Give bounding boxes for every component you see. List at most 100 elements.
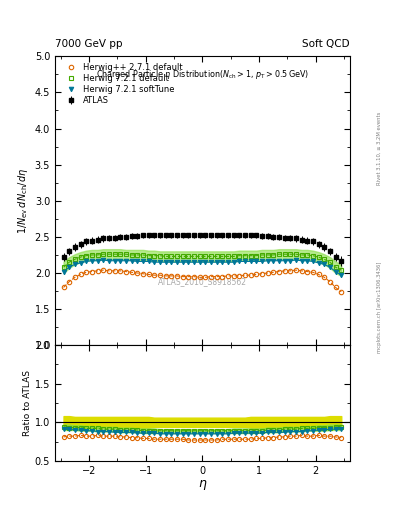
Herwig 7.2.1 softTune bbox=[112, 258, 117, 264]
Herwig++ 2.7.1 default bbox=[203, 274, 208, 281]
Herwig 7.2.1 default bbox=[135, 252, 140, 258]
Herwig 7.2.1 softTune bbox=[163, 259, 168, 265]
Herwig 7.2.1 default bbox=[197, 253, 202, 260]
Herwig++ 2.7.1 default bbox=[112, 268, 117, 274]
Herwig 7.2.1 softTune bbox=[220, 259, 224, 265]
Herwig 7.2.1 softTune bbox=[61, 268, 66, 274]
Herwig++ 2.7.1 default bbox=[310, 269, 315, 275]
Text: mcplots.cern.ch [arXiv:1306.3436]: mcplots.cern.ch [arXiv:1306.3436] bbox=[377, 262, 382, 353]
Herwig 7.2.1 default bbox=[305, 252, 310, 258]
Line: Herwig 7.2.1 default: Herwig 7.2.1 default bbox=[61, 252, 343, 272]
Herwig 7.2.1 softTune bbox=[288, 258, 293, 264]
Herwig++ 2.7.1 default bbox=[248, 272, 253, 278]
Herwig++ 2.7.1 default bbox=[197, 274, 202, 281]
Herwig 7.2.1 softTune bbox=[197, 259, 202, 265]
Herwig 7.2.1 softTune bbox=[294, 257, 298, 263]
Herwig++ 2.7.1 default bbox=[129, 269, 134, 275]
Herwig 7.2.1 softTune bbox=[254, 259, 259, 265]
Legend: Herwig++ 2.7.1 default, Herwig 7.2.1 default, Herwig 7.2.1 softTune, ATLAS: Herwig++ 2.7.1 default, Herwig 7.2.1 def… bbox=[59, 60, 185, 108]
Herwig++ 2.7.1 default bbox=[158, 272, 162, 278]
Herwig 7.2.1 default bbox=[107, 251, 111, 258]
Herwig++ 2.7.1 default bbox=[78, 271, 83, 278]
Line: Herwig 7.2.1 softTune: Herwig 7.2.1 softTune bbox=[61, 258, 343, 278]
Herwig 7.2.1 default bbox=[203, 253, 208, 260]
Herwig++ 2.7.1 default bbox=[107, 268, 111, 274]
Herwig 7.2.1 default bbox=[339, 267, 343, 273]
Herwig 7.2.1 default bbox=[248, 252, 253, 259]
Herwig 7.2.1 softTune bbox=[322, 261, 327, 267]
Herwig 7.2.1 default bbox=[265, 252, 270, 258]
Herwig 7.2.1 default bbox=[118, 251, 123, 258]
Herwig++ 2.7.1 default bbox=[169, 273, 174, 279]
Herwig++ 2.7.1 default bbox=[231, 273, 236, 279]
Herwig 7.2.1 softTune bbox=[101, 257, 106, 263]
Herwig 7.2.1 default bbox=[242, 252, 247, 259]
Herwig++ 2.7.1 default bbox=[282, 268, 287, 274]
Herwig 7.2.1 default bbox=[61, 264, 66, 270]
Herwig 7.2.1 default bbox=[123, 251, 128, 258]
Herwig++ 2.7.1 default bbox=[101, 267, 106, 273]
Herwig 7.2.1 softTune bbox=[169, 259, 174, 265]
Herwig 7.2.1 default bbox=[72, 256, 77, 262]
Herwig++ 2.7.1 default bbox=[118, 268, 123, 274]
Herwig 7.2.1 softTune bbox=[141, 259, 145, 265]
Herwig 7.2.1 default bbox=[299, 252, 304, 258]
Herwig++ 2.7.1 default bbox=[186, 273, 191, 280]
Herwig 7.2.1 softTune bbox=[248, 259, 253, 265]
Herwig++ 2.7.1 default bbox=[254, 271, 259, 278]
Herwig 7.2.1 softTune bbox=[95, 258, 100, 264]
Herwig 7.2.1 default bbox=[328, 259, 332, 265]
Herwig 7.2.1 softTune bbox=[135, 259, 140, 265]
Herwig 7.2.1 default bbox=[163, 253, 168, 260]
Herwig 7.2.1 default bbox=[294, 251, 298, 258]
Herwig++ 2.7.1 default bbox=[67, 279, 72, 285]
Herwig 7.2.1 default bbox=[174, 253, 179, 260]
Herwig 7.2.1 default bbox=[90, 252, 94, 258]
Herwig 7.2.1 softTune bbox=[265, 258, 270, 264]
Herwig++ 2.7.1 default bbox=[209, 273, 213, 280]
Herwig 7.2.1 default bbox=[254, 252, 259, 259]
Text: ATLAS_2010_S8918562: ATLAS_2010_S8918562 bbox=[158, 277, 247, 286]
Herwig 7.2.1 default bbox=[231, 253, 236, 260]
Herwig 7.2.1 softTune bbox=[129, 258, 134, 264]
Herwig++ 2.7.1 default bbox=[259, 271, 264, 277]
Herwig 7.2.1 default bbox=[316, 254, 321, 260]
Herwig 7.2.1 softTune bbox=[180, 259, 185, 265]
Herwig 7.2.1 default bbox=[282, 251, 287, 258]
Herwig 7.2.1 softTune bbox=[90, 258, 94, 264]
Herwig 7.2.1 default bbox=[67, 259, 72, 265]
Herwig 7.2.1 softTune bbox=[259, 259, 264, 265]
Herwig 7.2.1 default bbox=[237, 252, 242, 259]
Herwig 7.2.1 softTune bbox=[174, 259, 179, 265]
Herwig 7.2.1 softTune bbox=[67, 264, 72, 270]
Herwig 7.2.1 default bbox=[84, 252, 88, 259]
Herwig 7.2.1 softTune bbox=[191, 259, 196, 265]
Herwig++ 2.7.1 default bbox=[333, 284, 338, 290]
Herwig 7.2.1 default bbox=[141, 252, 145, 258]
Text: Charged Particle $\eta$ Distribution$(N_\mathrm{ch} > 1,\,p_\mathrm{T} > 0.5\,\m: Charged Particle $\eta$ Distribution$(N_… bbox=[96, 68, 309, 81]
Herwig 7.2.1 default bbox=[259, 252, 264, 258]
Herwig++ 2.7.1 default bbox=[237, 273, 242, 279]
Herwig 7.2.1 default bbox=[226, 253, 230, 260]
Herwig 7.2.1 softTune bbox=[72, 261, 77, 267]
Herwig++ 2.7.1 default bbox=[95, 268, 100, 274]
Herwig 7.2.1 softTune bbox=[214, 259, 219, 265]
Herwig++ 2.7.1 default bbox=[242, 272, 247, 278]
Herwig 7.2.1 default bbox=[271, 252, 275, 258]
Herwig++ 2.7.1 default bbox=[191, 273, 196, 280]
Herwig 7.2.1 default bbox=[220, 253, 224, 260]
Herwig++ 2.7.1 default bbox=[152, 272, 156, 278]
Herwig 7.2.1 softTune bbox=[282, 258, 287, 264]
Herwig 7.2.1 default bbox=[95, 252, 100, 258]
Herwig++ 2.7.1 default bbox=[146, 271, 151, 278]
Herwig 7.2.1 default bbox=[101, 251, 106, 258]
Text: 7000 GeV pp: 7000 GeV pp bbox=[55, 38, 123, 49]
Herwig 7.2.1 softTune bbox=[305, 258, 310, 264]
Herwig 7.2.1 default bbox=[310, 252, 315, 259]
Herwig++ 2.7.1 default bbox=[339, 289, 343, 295]
Herwig++ 2.7.1 default bbox=[277, 268, 281, 274]
Herwig++ 2.7.1 default bbox=[265, 270, 270, 276]
Y-axis label: Ratio to ATLAS: Ratio to ATLAS bbox=[23, 370, 32, 436]
Herwig 7.2.1 softTune bbox=[226, 259, 230, 265]
Herwig 7.2.1 default bbox=[152, 252, 156, 259]
